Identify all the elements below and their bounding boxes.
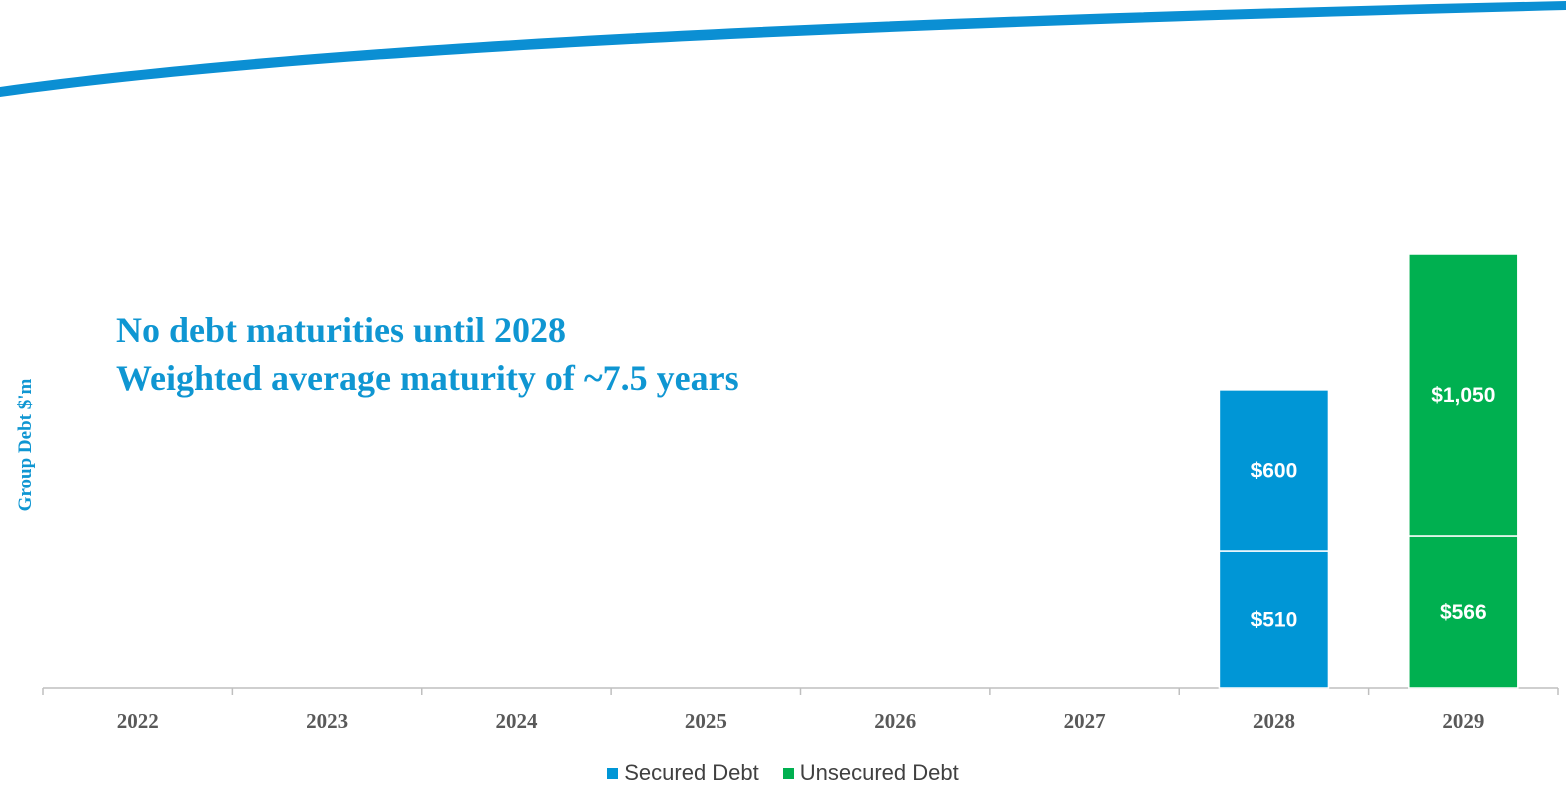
headline-text: No debt maturities until 2028 Weighted a… bbox=[116, 306, 739, 402]
bars bbox=[1218, 253, 1519, 689]
x-tick-label-2024: 2024 bbox=[495, 709, 538, 733]
x-axis: 2022 2023 2024 2025 2026 2027 2028 2029 bbox=[42, 687, 1559, 733]
data-label-2029-2: $566 bbox=[1440, 601, 1487, 624]
legend: Secured Debt Unsecured Debt bbox=[0, 760, 1566, 786]
y-axis-label: Group Debt $'m bbox=[15, 378, 36, 512]
x-tick-label-2029: 2029 bbox=[1442, 709, 1484, 733]
legend-label-secured: Secured Debt bbox=[624, 760, 759, 785]
x-tick-label-2028: 2028 bbox=[1253, 709, 1295, 733]
x-tick-label-2025: 2025 bbox=[685, 709, 727, 733]
bar-2029-segment-3 bbox=[1408, 253, 1519, 537]
bar-2028-segment-0 bbox=[1218, 550, 1330, 689]
legend-item-secured: Secured Debt bbox=[607, 760, 759, 786]
x-tick-label-2022: 2022 bbox=[117, 709, 159, 733]
headline-line-1: No debt maturities until 2028 bbox=[116, 310, 566, 350]
x-tick-label-2026: 2026 bbox=[874, 709, 916, 733]
legend-swatch-unsecured bbox=[782, 767, 794, 779]
legend-label-unsecured: Unsecured Debt bbox=[799, 760, 959, 785]
x-tick-label-2023: 2023 bbox=[306, 709, 348, 733]
bar-2028-segment-1 bbox=[1218, 389, 1330, 552]
data-label-2029-3: $1,050 bbox=[1431, 384, 1495, 407]
legend-swatch-secured bbox=[607, 767, 619, 779]
headline-line-2: Weighted average maturity of ~7.5 years bbox=[116, 358, 739, 398]
x-tick-label-2027: 2027 bbox=[1064, 709, 1106, 733]
legend-item-unsecured: Unsecured Debt bbox=[782, 760, 959, 786]
data-label-2028-1: $600 bbox=[1251, 459, 1298, 482]
data-label-2028-0: $510 bbox=[1251, 609, 1298, 632]
data-labels: $510 $600 $566 $1,050 bbox=[1251, 384, 1496, 632]
header-swoosh-graphic bbox=[0, 1, 1566, 97]
